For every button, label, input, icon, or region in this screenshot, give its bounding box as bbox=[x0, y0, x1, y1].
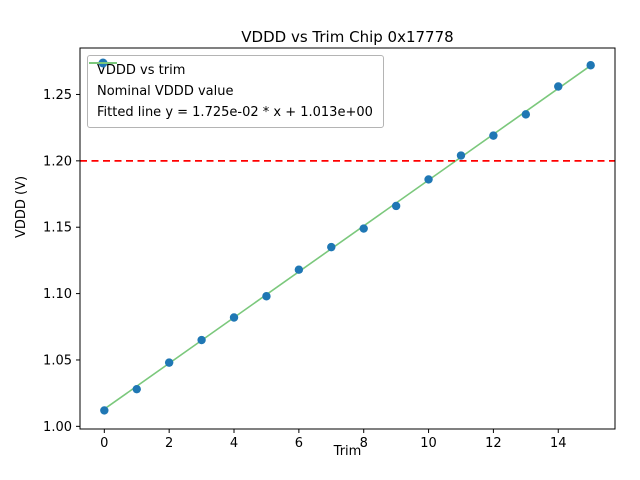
scatter-point bbox=[554, 82, 563, 91]
scatter-point bbox=[327, 242, 336, 252]
legend-item-scatter: VDDD vs trim bbox=[97, 58, 373, 78]
scatter-point bbox=[164, 358, 174, 367]
x-tick-label: 14 bbox=[550, 436, 567, 451]
y-tick-label: 1.25 bbox=[43, 88, 72, 103]
x-tick-label: 0 bbox=[100, 436, 108, 451]
legend-label-scatter: VDDD vs trim bbox=[97, 63, 186, 78]
legend: VDDD vs trim Nominal VDDD value Fitted l… bbox=[87, 55, 384, 128]
y-tick-label: 1.20 bbox=[43, 154, 72, 169]
scatter-point bbox=[262, 292, 271, 301]
x-tick-label: 10 bbox=[420, 436, 437, 451]
y-tick-label: 1.05 bbox=[43, 353, 72, 368]
x-tick-label: 4 bbox=[230, 436, 238, 451]
scatter-point bbox=[197, 335, 206, 345]
scatter-point bbox=[132, 384, 141, 394]
y-tick-label: 1.10 bbox=[43, 287, 72, 302]
scatter-point bbox=[586, 61, 595, 70]
x-tick-label: 6 bbox=[295, 436, 303, 451]
scatter-point bbox=[100, 406, 109, 415]
x-axis-label: Trim bbox=[333, 444, 362, 459]
legend-label-fit: Fitted line y = 1.725e-02 * x + 1.013e+0… bbox=[97, 105, 373, 120]
y-tick-label: 1.00 bbox=[43, 420, 72, 435]
chart-title: VDDD vs Trim Chip 0x17778 bbox=[241, 28, 454, 46]
scatter-point bbox=[424, 175, 433, 184]
scatter-point bbox=[489, 131, 498, 140]
x-tick-label: 8 bbox=[360, 436, 368, 451]
scatter-point bbox=[456, 151, 466, 160]
scatter-point bbox=[294, 265, 304, 274]
scatter-point bbox=[391, 201, 401, 211]
legend-item-nominal: Nominal VDDD value bbox=[89, 62, 373, 99]
scatter-point bbox=[229, 313, 239, 322]
scatter-point bbox=[359, 224, 368, 233]
y-tick-label: 1.15 bbox=[43, 221, 72, 236]
legend-item-fit: Fitted line y = 1.725e-02 * x + 1.013e+0… bbox=[89, 62, 373, 120]
plot-border bbox=[79, 47, 616, 430]
solid-line-icon bbox=[89, 62, 117, 64]
x-tick-label: 2 bbox=[165, 436, 173, 451]
legend-label-nominal: Nominal VDDD value bbox=[97, 84, 234, 99]
fit-line bbox=[103, 64, 592, 410]
scatter-point bbox=[521, 110, 531, 119]
x-tick-label: 12 bbox=[485, 436, 502, 451]
